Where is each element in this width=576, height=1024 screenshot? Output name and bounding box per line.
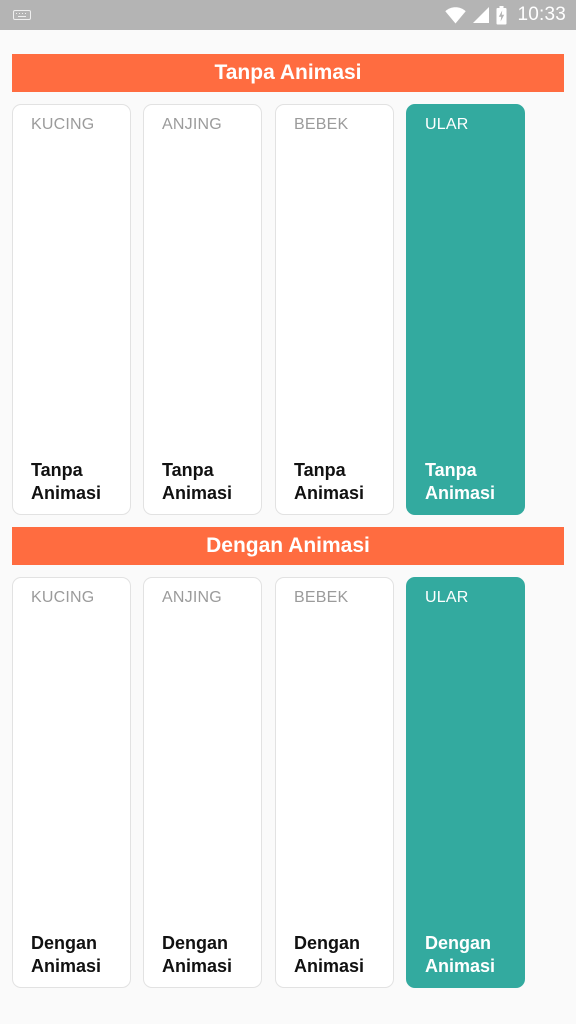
card-caption-line1: Dengan (31, 933, 98, 953)
card-caption-line2: Animasi (31, 956, 102, 976)
battery-charging-icon (496, 5, 507, 24)
card-caption-line2: Animasi (162, 956, 233, 976)
card-category: KUCING (31, 589, 95, 606)
section-header-tanpa-animasi: Tanpa Animasi (12, 54, 564, 92)
card-caption: Tanpa Animasi (294, 459, 390, 505)
card-caption-line1: Tanpa (294, 460, 346, 480)
clock: 10:33 (517, 4, 566, 25)
card-kucing-tanpa-animasi[interactable]: KUCING Tanpa Animasi (12, 104, 131, 515)
wifi-icon (445, 6, 467, 24)
card-category: ANJING (162, 589, 222, 606)
card-caption: Dengan Animasi (31, 932, 127, 978)
card-kucing-dengan-animasi[interactable]: KUCING Dengan Animasi (12, 577, 131, 988)
card-caption-line2: Animasi (162, 483, 233, 503)
card-caption-line2: Animasi (294, 956, 365, 976)
card-ular-tanpa-animasi[interactable]: ULAR Tanpa Animasi (406, 104, 525, 515)
card-caption-line1: Tanpa (425, 460, 477, 480)
card-category: BEBEK (294, 589, 349, 606)
card-caption-line1: Dengan (425, 933, 492, 953)
card-anjing-dengan-animasi[interactable]: ANJING Dengan Animasi (143, 577, 262, 988)
card-category: KUCING (31, 116, 95, 133)
card-caption-line2: Animasi (31, 483, 102, 503)
card-caption-line2: Animasi (425, 956, 496, 976)
card-category: BEBEK (294, 116, 349, 133)
card-caption-line2: Animasi (425, 483, 496, 503)
card-bebek-tanpa-animasi[interactable]: BEBEK Tanpa Animasi (275, 104, 394, 515)
card-caption: Tanpa Animasi (31, 459, 127, 505)
card-anjing-tanpa-animasi[interactable]: ANJING Tanpa Animasi (143, 104, 262, 515)
card-category: ULAR (425, 116, 469, 133)
card-category: ANJING (162, 116, 222, 133)
card-caption: Tanpa Animasi (425, 459, 521, 505)
card-caption: Dengan Animasi (162, 932, 258, 978)
status-icons: 10:33 (445, 0, 566, 30)
card-caption: Dengan Animasi (425, 932, 521, 978)
section-header-dengan-animasi: Dengan Animasi (12, 527, 564, 565)
card-caption: Tanpa Animasi (162, 459, 258, 505)
card-ular-dengan-animasi[interactable]: ULAR Dengan Animasi (406, 577, 525, 988)
keyboard-icon (13, 10, 31, 20)
card-category: ULAR (425, 589, 469, 606)
card-caption-line1: Dengan (294, 933, 361, 953)
card-caption-line1: Tanpa (162, 460, 214, 480)
card-caption-line1: Tanpa (31, 460, 83, 480)
card-caption-line2: Animasi (294, 483, 365, 503)
cell-signal-icon (473, 7, 490, 23)
card-caption-line1: Dengan (162, 933, 229, 953)
card-caption: Dengan Animasi (294, 932, 390, 978)
card-bebek-dengan-animasi[interactable]: BEBEK Dengan Animasi (275, 577, 394, 988)
status-bar: 10:33 (0, 0, 576, 30)
